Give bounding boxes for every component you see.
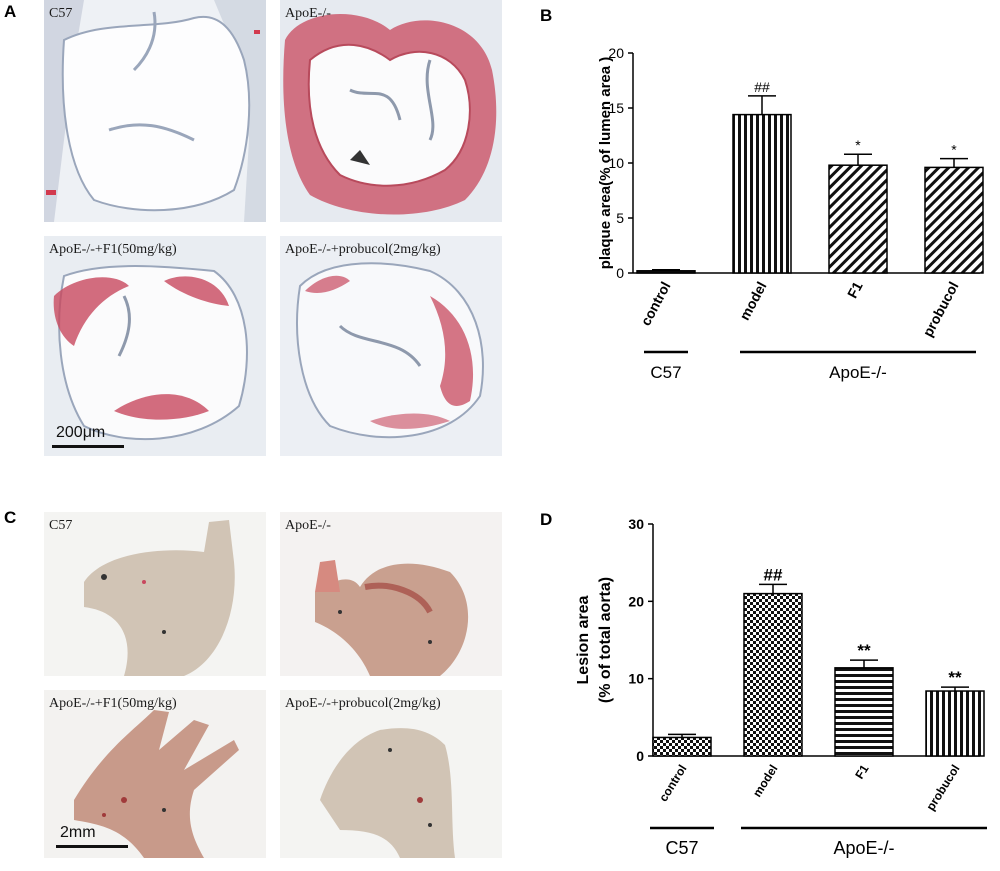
enface-photo-apoe: ApoE-/- [280,512,502,676]
histology-scalebar-line [52,445,124,448]
chart-0-ytick-label-1: 5 [616,210,624,226]
chart-1-bar-control [652,736,712,757]
chart-1-annotation-F1: ** [857,641,871,660]
chart-0-annotation-probucol: * [951,142,957,158]
chart-0-bar-model [732,113,792,274]
chart-0-category-control: control [637,279,673,328]
chart-0-ytick-label-4: 20 [608,45,624,61]
enface-caption-probucol: ApoE-/-+probucol(2mg/kg) [285,696,441,711]
chart-1-category-F1: F1 [852,762,871,782]
enface-aorta-f1 [44,690,266,858]
enface-photo-c57: C57 [44,512,266,676]
chart-0-group-label-0: C57 [650,363,681,382]
chart-0-category-probucol: probucol [919,279,961,339]
chart-0-bar-F1 [828,164,888,274]
histology-caption-probucol: ApoE-/-+probucol(2mg/kg) [285,242,441,257]
panel-letter-c: C [4,508,17,527]
histology-photo-f1: ApoE-/-+F1(50mg/kg) 200μm [44,236,266,456]
histology-section-f1 [44,236,266,456]
chart-0-bar-probucol [924,166,984,274]
chart-1-ytick-label-0: 0 [636,748,644,764]
chart-0-group-label-1: ApoE-/- [829,363,887,382]
enface-caption-c57: C57 [49,518,73,533]
chart-0-ytick-label-2: 10 [608,155,624,171]
histology-photo-c57: C57 [44,0,266,222]
chart-1-ytick-label-2: 20 [628,593,644,609]
chart-0-ylabel: plaque area(% of lumen area ) [597,57,614,270]
chart-1-ytick-label-1: 10 [628,671,644,687]
panel-letter-d: D [540,510,553,529]
panel-letter-a: A [4,2,17,21]
chart-1-ylabel-line-1: (% of total aorta) [597,577,614,703]
chart-0-category-F1: F1 [844,279,866,301]
chart-0-bar-control [636,270,696,274]
chart-0-category-model: model [736,279,769,323]
chart-1-bar-probucol [925,690,985,757]
chart-d-lesion-area: 0 10 20 30 Lesion area (% of total aorta) cont… [575,516,987,858]
histology-section-apoe [280,0,502,222]
chart-1-category-model: model [750,762,781,799]
histology-section-probucol [280,236,502,456]
chart-1-group-label-0: C57 [665,838,698,858]
chart-1-bar-model [743,592,803,757]
chart-0-ytick-label-0: 0 [616,265,624,281]
chart-1-category-control: control [656,762,689,804]
chart-1-annotation-probucol: ** [948,668,962,687]
enface-aorta-apoe [280,512,502,676]
chart-1-annotation-model: ## [764,565,783,584]
chart-1-group-label-1: ApoE-/- [833,838,894,858]
histology-caption-apoe: ApoE-/- [285,6,331,21]
enface-scalebar-label: 2mm [60,824,96,841]
enface-scalebar: 2mm [56,824,128,848]
enface-photo-f1: ApoE-/-+F1(50mg/kg) 2mm [44,690,266,858]
chart-1-ytick-label-3: 30 [628,516,644,532]
enface-aorta-probucol [280,690,502,858]
enface-aorta-c57 [44,512,266,676]
enface-photo-probucol: ApoE-/-+probucol(2mg/kg) [280,690,502,858]
histology-photo-probucol: ApoE-/-+probucol(2mg/kg) [280,236,502,456]
enface-caption-apoe: ApoE-/- [285,518,331,533]
chart-0-annotation-F1: * [855,137,861,153]
enface-scalebar-line [56,845,128,848]
histology-scalebar-label: 200μm [56,424,106,441]
panel-letter-b: B [540,6,553,25]
chart-1-ylabel-line-0: Lesion area [575,595,592,684]
histology-caption-c57: C57 [49,6,73,21]
chart-1-bar-F1 [834,667,894,757]
histology-section-c57 [44,0,266,222]
histology-photo-apoe: ApoE-/- [280,0,502,222]
chart-0-ytick-label-3: 15 [608,100,624,116]
enface-caption-f1: ApoE-/-+F1(50mg/kg) [49,696,177,711]
histology-scalebar: 200μm [52,424,124,448]
chart-0-annotation-model: ## [754,79,770,95]
histology-caption-f1: ApoE-/-+F1(50mg/kg) [49,242,177,257]
chart-1-category-probucol: probucol [923,762,962,813]
